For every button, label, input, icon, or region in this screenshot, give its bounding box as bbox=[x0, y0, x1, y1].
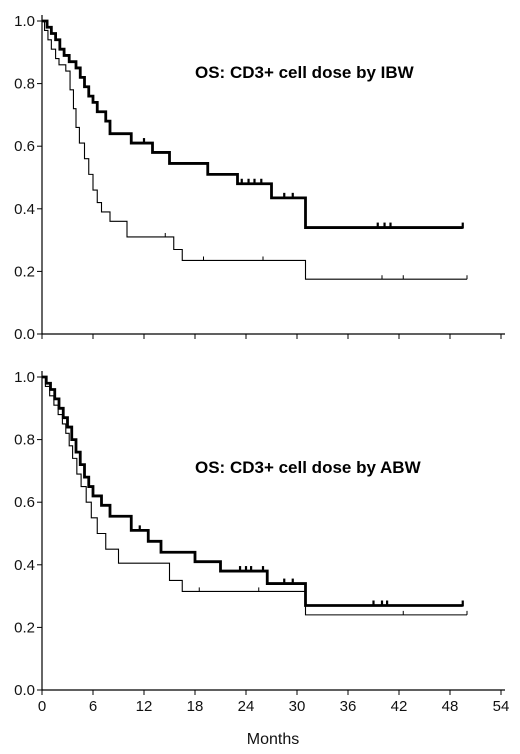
axes: 0.0 0.2 0.4 0.6 0.8 1.0 0 6 12 18 24 30 36 42 48 54 bbox=[14, 369, 509, 715]
x-tick-label: 48 bbox=[442, 698, 459, 715]
y-tick-label: 1.0 bbox=[14, 13, 35, 30]
x-tick-label: 12 bbox=[136, 698, 153, 715]
curve-thin bbox=[42, 20, 467, 280]
panel-ibw: 0.0 0.2 0.4 0.6 0.8 1.0 OS: CD3+ cell dose by… bbox=[14, 13, 505, 343]
panel-title: OS: CD3+ cell dose by IBW bbox=[195, 63, 415, 82]
curve-thick bbox=[42, 19, 463, 229]
curve-thick bbox=[42, 375, 463, 607]
x-tick-label: 42 bbox=[391, 698, 408, 715]
y-tick-label: 0.6 bbox=[14, 138, 35, 155]
x-tick-label: 36 bbox=[340, 698, 357, 715]
panel-title: OS: CD3+ cell dose by ABW bbox=[195, 458, 422, 477]
y-tick-label: 0.0 bbox=[14, 682, 35, 699]
x-tick-label: 24 bbox=[238, 698, 255, 715]
x-tick-label: 54 bbox=[493, 698, 510, 715]
y-tick-label: 0.4 bbox=[14, 557, 35, 574]
plot-area bbox=[42, 19, 468, 280]
y-tick-label: 0.0 bbox=[14, 326, 35, 343]
y-tick-label: 0.8 bbox=[14, 432, 35, 449]
axes: 0.0 0.2 0.4 0.6 0.8 1.0 bbox=[14, 13, 505, 343]
y-tick-label: 0.2 bbox=[14, 619, 35, 636]
x-tick-label: 0 bbox=[38, 698, 46, 715]
y-tick-label: 0.6 bbox=[14, 494, 35, 511]
panel-abw: 0.0 0.2 0.4 0.6 0.8 1.0 0 6 12 18 24 30 36 42 48 54 OS:… bbox=[14, 369, 509, 715]
x-tick-label: 18 bbox=[187, 698, 204, 715]
y-tick-label: 1.0 bbox=[14, 369, 35, 386]
y-tick-label: 0.2 bbox=[14, 263, 35, 280]
plot-area bbox=[42, 375, 468, 616]
curve-thin bbox=[42, 376, 467, 616]
x-axis-title: Months bbox=[247, 731, 299, 748]
y-tick-label: 0.8 bbox=[14, 76, 35, 93]
x-tick-label: 6 bbox=[89, 698, 97, 715]
x-tick-label: 30 bbox=[289, 698, 306, 715]
y-tick-label: 0.4 bbox=[14, 201, 35, 218]
